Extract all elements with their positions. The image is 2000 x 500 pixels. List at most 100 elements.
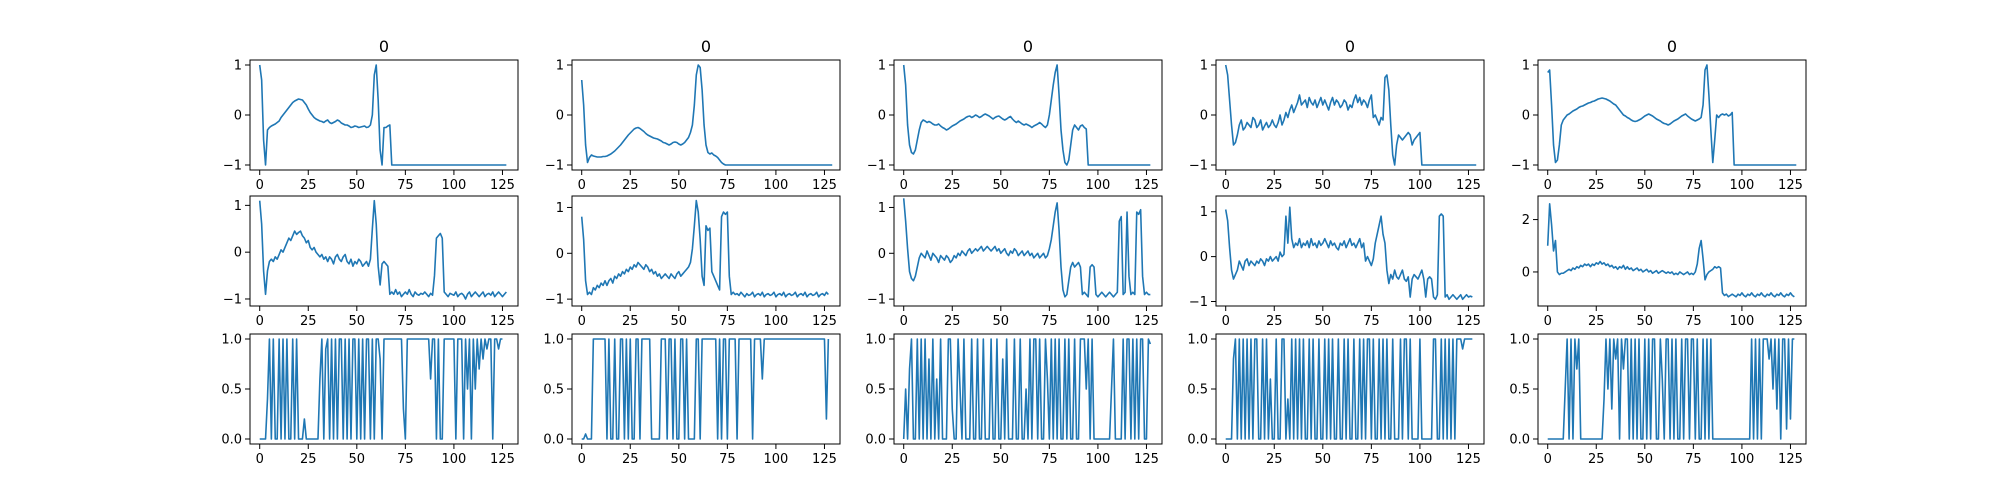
y-tick-label: 0.5 bbox=[1187, 383, 1208, 398]
x-tick-label: 75 bbox=[1685, 452, 1702, 467]
y-tick-label: 0.0 bbox=[1509, 433, 1530, 448]
series-line bbox=[1225, 338, 1473, 440]
y-tick-label: 0 bbox=[1522, 265, 1530, 280]
subplot-r2-c4: 0 25 50 75 100 125 −1 0 1 bbox=[1189, 195, 1485, 329]
x-tick-label: 125 bbox=[1456, 314, 1481, 329]
y-tick-label: 0.5 bbox=[543, 383, 564, 398]
x-tick-label: 25 bbox=[1266, 314, 1283, 329]
x-tick-label: 50 bbox=[671, 314, 688, 329]
x-tick-label: 125 bbox=[1778, 452, 1803, 467]
axes-frame bbox=[893, 59, 1163, 171]
x-tick-label: 100 bbox=[1729, 178, 1754, 193]
x-tick-label: 100 bbox=[1729, 452, 1754, 467]
subplot-title: 0 bbox=[1023, 37, 1033, 56]
y-tick-label: −1 bbox=[223, 292, 242, 307]
y-tick-label: −1 bbox=[545, 159, 564, 174]
series-line bbox=[902, 338, 1152, 440]
y-tick-label: −1 bbox=[1189, 159, 1208, 174]
x-tick-label: 0 bbox=[578, 178, 586, 193]
y-tick-label: 1 bbox=[234, 199, 242, 214]
x-tick-label: 0 bbox=[900, 178, 908, 193]
x-tick-label: 50 bbox=[1315, 452, 1332, 467]
y-tick-label: 0 bbox=[556, 247, 564, 262]
y-tick-label: 1 bbox=[1200, 205, 1208, 220]
subplot-r2-c3: 0 25 50 75 100 125 −1 0 1 bbox=[867, 195, 1163, 329]
subplot-r2-c5: 0 25 50 75 100 125 0 2 bbox=[1522, 195, 1807, 329]
x-tick-label: 0 bbox=[1544, 178, 1552, 193]
x-tick-label: 25 bbox=[944, 452, 961, 467]
subplot-title: 0 bbox=[1345, 37, 1355, 56]
y-tick-label: 0.5 bbox=[221, 383, 242, 398]
x-tick-label: 75 bbox=[1041, 314, 1058, 329]
x-tick-label: 75 bbox=[397, 178, 414, 193]
series-line bbox=[1224, 206, 1473, 301]
y-tick-label: 0.0 bbox=[1187, 433, 1208, 448]
x-tick-label: 25 bbox=[622, 178, 639, 193]
axes-frame bbox=[571, 195, 841, 307]
y-tick-label: 2 bbox=[1522, 213, 1530, 228]
x-tick-label: 50 bbox=[993, 178, 1010, 193]
axes-frame bbox=[249, 59, 519, 171]
x-tick-label: 0 bbox=[1222, 178, 1230, 193]
series-line bbox=[259, 338, 503, 440]
x-tick-label: 75 bbox=[1041, 178, 1058, 193]
y-tick-label: 1.0 bbox=[221, 333, 242, 348]
series-line bbox=[258, 199, 507, 300]
series-line bbox=[1224, 64, 1477, 166]
series-line bbox=[1547, 338, 1795, 440]
series-line bbox=[580, 64, 833, 166]
x-tick-label: 75 bbox=[1363, 452, 1380, 467]
x-tick-label: 0 bbox=[256, 314, 264, 329]
x-tick-label: 100 bbox=[763, 314, 788, 329]
x-tick-label: 0 bbox=[578, 452, 586, 467]
x-tick-label: 75 bbox=[397, 314, 414, 329]
series-line bbox=[902, 198, 1151, 298]
x-tick-label: 75 bbox=[1685, 178, 1702, 193]
x-tick-label: 25 bbox=[300, 178, 317, 193]
x-tick-label: 75 bbox=[1363, 178, 1380, 193]
axes-frame bbox=[1537, 59, 1807, 171]
x-tick-label: 50 bbox=[993, 314, 1010, 329]
x-tick-label: 125 bbox=[1134, 452, 1159, 467]
y-tick-label: 0 bbox=[1522, 109, 1530, 124]
y-tick-label: 0.5 bbox=[1509, 383, 1530, 398]
x-tick-label: 0 bbox=[1222, 452, 1230, 467]
y-tick-label: 1 bbox=[878, 59, 886, 74]
y-tick-label: 0 bbox=[556, 109, 564, 124]
axes-frame bbox=[1215, 195, 1485, 307]
x-tick-label: 50 bbox=[1637, 178, 1654, 193]
y-tick-label: 1.0 bbox=[865, 333, 886, 348]
x-tick-label: 50 bbox=[349, 314, 366, 329]
x-tick-label: 125 bbox=[812, 314, 837, 329]
x-tick-label: 100 bbox=[1085, 452, 1110, 467]
x-tick-label: 125 bbox=[490, 314, 515, 329]
x-tick-label: 50 bbox=[349, 178, 366, 193]
x-tick-label: 125 bbox=[812, 178, 837, 193]
x-tick-label: 0 bbox=[1544, 452, 1552, 467]
axes-frame bbox=[1215, 59, 1485, 171]
x-tick-label: 125 bbox=[1456, 452, 1481, 467]
y-tick-label: 0.0 bbox=[221, 433, 242, 448]
subplot-r3-c2: 0 25 50 75 100 125 0.0 0.5 1.0 bbox=[543, 333, 841, 467]
y-tick-label: 1 bbox=[1522, 59, 1530, 74]
subplot-title: 0 bbox=[379, 37, 389, 56]
x-tick-label: 0 bbox=[1544, 314, 1552, 329]
series-line bbox=[581, 338, 830, 440]
x-tick-label: 100 bbox=[1085, 314, 1110, 329]
x-tick-label: 75 bbox=[719, 314, 736, 329]
x-tick-label: 25 bbox=[1266, 452, 1283, 467]
y-tick-label: 1 bbox=[1200, 59, 1208, 74]
x-tick-label: 25 bbox=[300, 452, 317, 467]
axes-frame bbox=[571, 333, 841, 445]
x-tick-label: 50 bbox=[1315, 178, 1332, 193]
series-line bbox=[1546, 203, 1795, 298]
y-tick-label: −1 bbox=[1511, 159, 1530, 174]
series-line bbox=[580, 199, 829, 298]
x-tick-label: 50 bbox=[349, 452, 366, 467]
x-tick-label: 50 bbox=[1315, 314, 1332, 329]
x-tick-label: 125 bbox=[1134, 314, 1159, 329]
y-tick-label: 0 bbox=[878, 109, 886, 124]
y-tick-label: −1 bbox=[545, 293, 564, 308]
y-tick-label: 0 bbox=[234, 246, 242, 261]
